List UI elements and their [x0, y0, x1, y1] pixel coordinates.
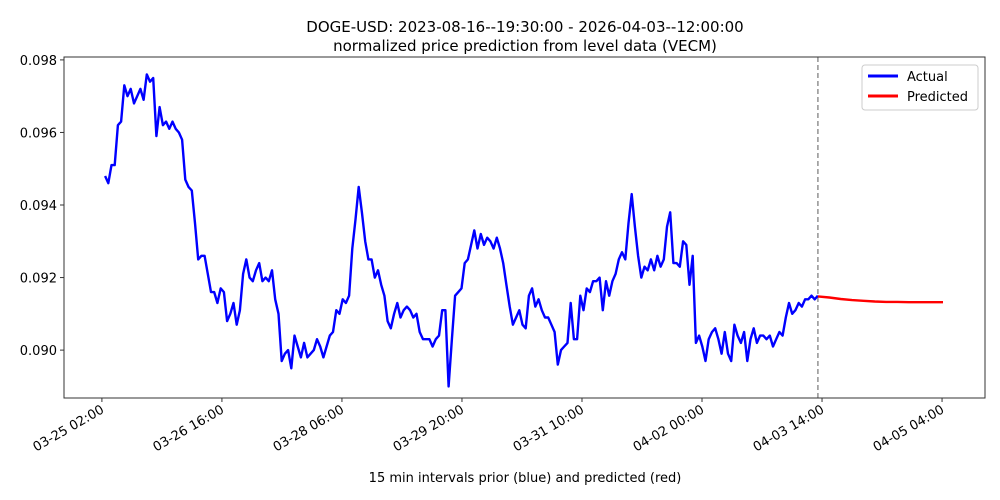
x-tick-label: 04-02 00:00 — [631, 402, 707, 455]
x-axis-label: 15 min intervals prior (blue) and predic… — [369, 471, 682, 486]
series-line-predicted — [817, 295, 943, 304]
x-tick-label: 04-03 14:00 — [751, 402, 827, 455]
y-tick-label: 0.092 — [20, 272, 57, 287]
chart-title: DOGE-USD: 2023-08-16--19:30:00 - 2026-04… — [306, 18, 743, 36]
legend-label-actual: Actual — [907, 70, 948, 85]
x-tick-label: 04-05 04:00 — [871, 402, 947, 455]
series-line-actual — [104, 73, 819, 388]
legend: Actual Predicted — [861, 64, 979, 111]
plot-area-frame — [63, 56, 986, 399]
legend-label-predicted: Predicted — [907, 90, 968, 105]
y-tick-label: 0.098 — [20, 54, 57, 69]
y-tick-label: 0.096 — [20, 126, 57, 141]
y-tick-label: 0.094 — [20, 199, 57, 214]
x-tick-label: 03-25 02:00 — [31, 402, 107, 455]
chart-subtitle: normalized price prediction from level d… — [333, 37, 717, 55]
y-tick-label: 0.090 — [20, 344, 57, 359]
x-tick-label: 03-29 20:00 — [391, 402, 467, 455]
x-tick-label: 03-28 06:00 — [271, 402, 347, 455]
x-tick-label: 03-26 16:00 — [151, 402, 227, 455]
x-tick-label: 03-31 10:00 — [511, 402, 587, 455]
